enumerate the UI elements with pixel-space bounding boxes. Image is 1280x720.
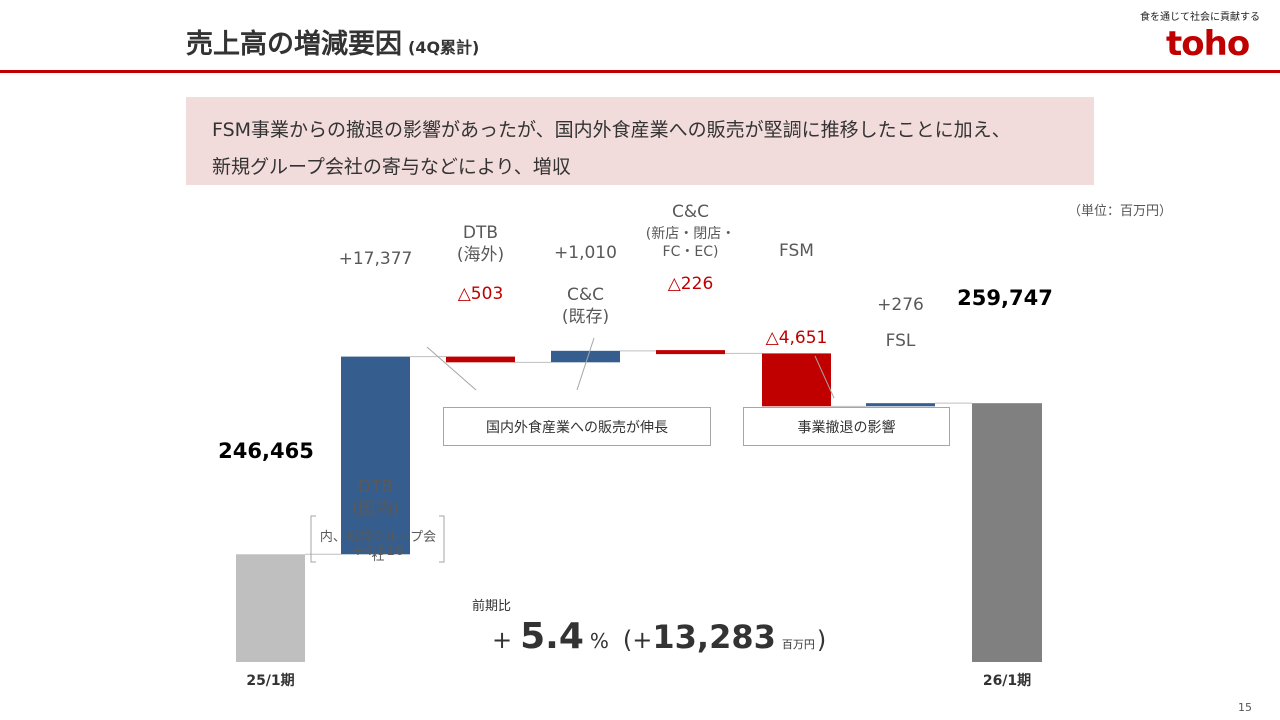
callout-pointers	[426, 337, 835, 399]
title-subtitle: (4Q累計)	[408, 38, 480, 57]
value-dtb-overseas: △503	[458, 284, 504, 304]
chart-bars	[236, 350, 1042, 662]
bar-5	[762, 353, 831, 407]
yoy-pct: %	[589, 629, 609, 653]
summary-line-2: 新規グループ会社の寄与などにより、増収	[212, 156, 571, 178]
unit-note: （単位：百万円）	[1068, 204, 1173, 219]
bar-1	[341, 356, 410, 555]
label-period-start: 25/1期	[246, 673, 294, 689]
callout-withdrawal: 事業撤退の影響	[743, 407, 950, 446]
bar-3	[551, 350, 620, 363]
label-dtb-overseas: DTB	[463, 223, 498, 243]
header-divider	[0, 70, 1280, 73]
value-cc-existing: +1,010	[554, 243, 617, 263]
label-cc-new: C&C	[672, 202, 709, 222]
bar-6	[866, 403, 935, 407]
bracket-left	[310, 515, 316, 563]
toho-logo: toho	[1166, 24, 1250, 64]
yoy-close: )	[816, 626, 827, 654]
chart-labels: 25/1期246,465+17,377DTB(国内)DTB(海外)△503+1,…	[218, 202, 1053, 689]
value-end: 259,747	[957, 286, 1053, 310]
value-fsm: △4,651	[766, 328, 828, 348]
page-title: 売上高の増減要因 (4Q累計)	[186, 22, 479, 61]
value-fsl: +276	[877, 295, 924, 315]
pointer-cc	[576, 337, 595, 391]
label-fsm: FSM	[779, 241, 814, 261]
label-dtb-overseas-sub: (海外)	[457, 245, 504, 265]
label-cc-existing-sub: (既存)	[562, 307, 609, 327]
value-dtb-domestic: +17,377	[339, 249, 413, 269]
label-fsl: FSL	[886, 331, 916, 351]
yoy-unit: 百万円	[781, 638, 815, 651]
bar-0	[236, 554, 305, 662]
sub-note-value: +4,516	[352, 543, 404, 559]
bar-7	[972, 403, 1042, 662]
title-text: 売上高の増減要因	[186, 29, 402, 60]
label-cc-existing: C&C	[567, 285, 604, 305]
yoy-amount: 13,283	[652, 618, 776, 656]
page-number: 15	[1238, 701, 1252, 714]
bar-2	[446, 356, 515, 363]
value-cc-new: △226	[668, 274, 714, 294]
label-period-end: 26/1期	[983, 673, 1031, 689]
pointer-fsm	[814, 355, 835, 399]
label-dtb-domestic-sub: (国内)	[352, 499, 399, 519]
label-cc-new-sub1: (新店・閉店・	[646, 226, 735, 242]
yoy-rate: 5.4	[520, 616, 584, 657]
summary-box: FSM事業からの撤退の影響があったが、国内外食産業への販売が堅調に推移したことに…	[186, 97, 1094, 185]
sub-note-label: 内、新規グループ会社	[319, 530, 437, 564]
pointer-dtb	[426, 346, 477, 391]
bracket-right	[439, 515, 445, 563]
yoy-open: (+	[622, 626, 653, 654]
label-cc-new-sub2: FC・EC)	[663, 244, 719, 260]
summary-line-1: FSM事業からの撤退の影響があったが、国内外食産業への販売が堅調に推移したことに…	[212, 119, 1011, 141]
bar-4	[656, 350, 725, 355]
yoy-caption: 前期比	[472, 599, 512, 614]
yoy-plus: +	[492, 626, 513, 654]
callout-growth: 国内外食産業への販売が伸長	[443, 407, 711, 446]
label-dtb-domestic: DTB	[358, 477, 393, 497]
value-start: 246,465	[218, 439, 314, 463]
company-tagline: 食を通じて社会に貢献する	[1140, 12, 1260, 23]
yoy-summary: +5.4% (+13,283 百万円)	[492, 616, 826, 657]
